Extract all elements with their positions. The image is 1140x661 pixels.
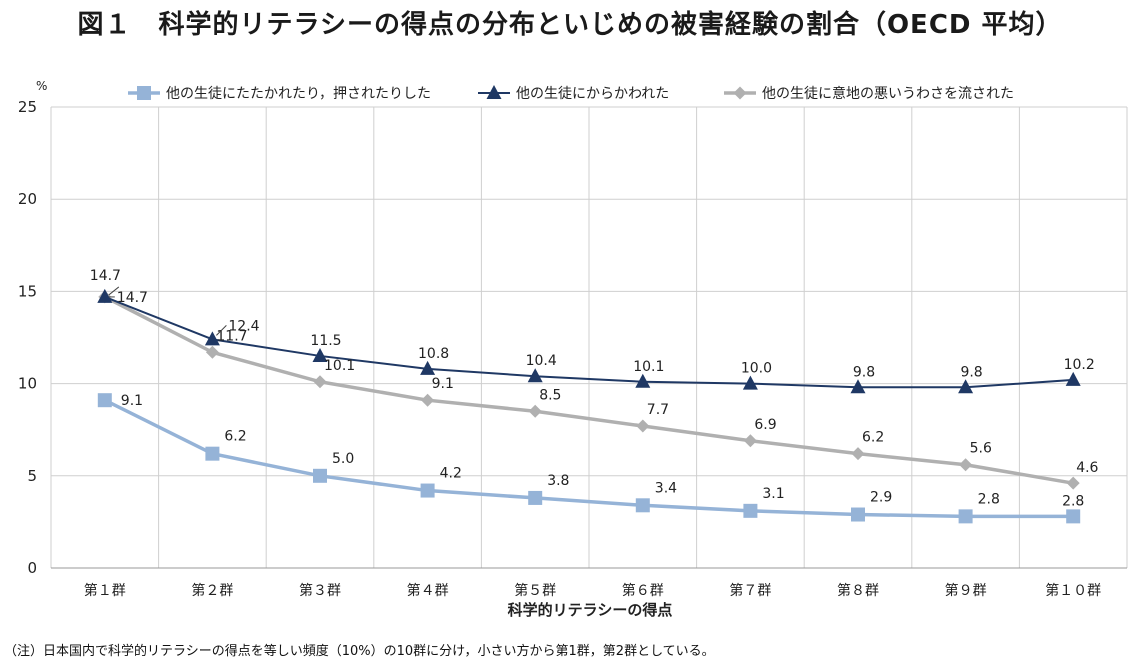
chart-title: 図１ 科学的リテラシーの得点の分布といじめの被害経験の割合（OECD 平均） (77, 10, 1063, 40)
data-point (421, 393, 435, 407)
data-label: 3.1 (762, 486, 784, 502)
data-point (1066, 509, 1081, 524)
data-point (958, 509, 973, 524)
data-label: 7.7 (647, 402, 669, 418)
x-tick-label: 第４群 (407, 582, 449, 599)
data-point (528, 490, 543, 505)
data-label: 5.0 (332, 451, 354, 467)
data-label: 4.6 (1076, 460, 1098, 476)
data-point (97, 288, 113, 303)
data-point (1065, 371, 1081, 386)
data-point (733, 86, 747, 100)
x-tick-label: 第６群 (622, 582, 664, 599)
data-point (204, 331, 220, 346)
data-label: 10.2 (1064, 357, 1095, 373)
y-tick-label: 25 (18, 98, 37, 116)
y-tick-label: 0 (27, 559, 37, 577)
data-label: 6.9 (754, 417, 776, 433)
data-label: 10.8 (418, 346, 449, 362)
grid-layer (50, 106, 1128, 569)
data-label: 3.8 (547, 473, 569, 489)
x-tick-label: 第２群 (191, 582, 233, 599)
x-tick-label: 第３群 (299, 582, 341, 599)
data-label: 5.6 (970, 441, 992, 457)
footnote: （注）日本国内で科学的リテラシーの得点を等しい頻度（10%）の10群に分け，小さ… (4, 644, 715, 659)
data-label: 9.1 (432, 376, 454, 392)
data-point (528, 404, 542, 418)
data-label: 8.5 (539, 387, 561, 403)
x-tick-label: 第８群 (837, 582, 879, 599)
data-label: 2.9 (870, 490, 892, 506)
y-tick-label: 20 (18, 190, 37, 208)
data-label: 14.7 (90, 268, 121, 284)
data-point (137, 86, 151, 100)
data-label: 9.8 (960, 364, 982, 380)
data-label: 2.8 (1062, 493, 1084, 509)
data-point (635, 498, 650, 513)
data-point (313, 375, 327, 389)
legend-label: 他の生徒にたたかれたり，押されたりした (166, 86, 431, 102)
data-point (851, 507, 865, 522)
data-label: 11.7 (216, 328, 247, 344)
data-point (205, 446, 220, 461)
label-leader-line (108, 286, 120, 296)
data-point (205, 345, 219, 359)
data-point (486, 85, 502, 99)
data-point (636, 419, 650, 433)
y-tick-label: 5 (27, 467, 37, 485)
data-label: 12.4 (228, 318, 259, 334)
data-label-layer: 9.16.25.04.2 3.8 3.4 3.1 2.9 2.8 2.814.712.411… (90, 268, 1099, 509)
data-point (850, 379, 866, 394)
axis-layer: 0 5 10 15 20 25 第１群 第２群 第３群 第４群 第５群 第６群 第７群 第８群 第９群 第１０… (18, 98, 1127, 599)
data-point (743, 434, 757, 448)
data-point (313, 468, 327, 483)
label-leader-line (216, 324, 227, 336)
data-point (1066, 476, 1080, 490)
data-point (420, 483, 435, 498)
series-line (104, 398, 1074, 519)
series-line (103, 295, 1074, 485)
data-label: 6.2 (224, 429, 246, 445)
data-point (851, 447, 865, 461)
data-label: 11.5 (310, 333, 341, 349)
data-point (959, 458, 973, 472)
data-label: 9.8 (853, 364, 875, 380)
x-tick-label: 第９群 (945, 582, 987, 599)
x-axis-title: 科学的リテラシーの得点 (508, 601, 673, 619)
y-tick-label: 10 (18, 375, 37, 393)
data-point (958, 379, 974, 394)
data-label: 3.4 (655, 480, 677, 496)
x-tick-label: 第１０群 (1045, 582, 1101, 599)
x-tick-label: 第１群 (84, 582, 126, 599)
x-tick-label: 第７群 (729, 582, 771, 599)
legend-label: 他の生徒にからかわれた (516, 86, 669, 102)
series-line (104, 296, 1074, 389)
legend-label: 他の生徒に意地の悪いうわさを流された (762, 85, 1014, 102)
data-point (527, 368, 543, 383)
legend: 他の生徒にたたかれたり，押されたりした 他の生徒にからかわれた 他の生徒に意地の悪い… (128, 85, 1014, 102)
data-point (312, 347, 328, 362)
series-layer (97, 288, 1081, 524)
data-point (420, 360, 436, 375)
y-axis-unit-label: % (36, 79, 47, 93)
data-label: 10.4 (526, 353, 557, 369)
data-label: 9.1 (121, 393, 143, 409)
data-point (97, 393, 112, 408)
data-label: 4.2 (440, 466, 462, 482)
data-point (743, 503, 758, 518)
x-tick-label: 第５群 (514, 582, 556, 599)
data-label: 14.7 (117, 290, 148, 306)
data-label: 10.0 (741, 361, 772, 377)
y-tick-label: 15 (18, 282, 37, 300)
data-point (635, 373, 651, 388)
data-label: 6.2 (862, 430, 884, 446)
data-label: 2.8 (978, 491, 1000, 507)
data-label: 10.1 (633, 359, 664, 375)
data-label: 10.1 (324, 358, 355, 374)
data-point (742, 375, 758, 390)
